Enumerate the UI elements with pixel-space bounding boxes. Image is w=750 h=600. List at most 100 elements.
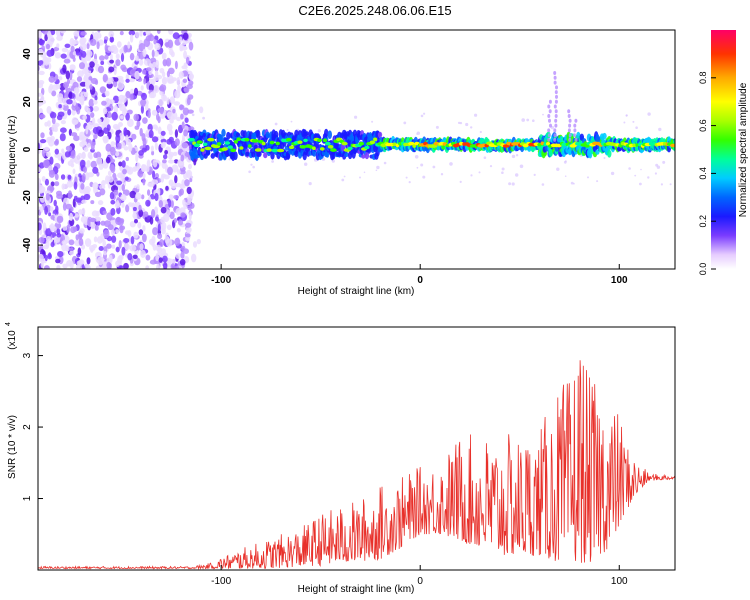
- spike-mark: [568, 137, 572, 142]
- noise-mark: [142, 173, 146, 179]
- noise-mark: [90, 200, 95, 205]
- noise-mark: [186, 186, 192, 195]
- noise-mark: [150, 91, 157, 99]
- noise-mark: [128, 30, 136, 36]
- noise-mark: [63, 58, 71, 64]
- noise-mark: [118, 184, 123, 191]
- speck-mark: [449, 162, 453, 166]
- noise-mark: [91, 117, 96, 126]
- spectrogram-x-axis-label: Height of straight line (km): [298, 286, 415, 297]
- noise-mark: [106, 261, 111, 269]
- noise-mark: [40, 261, 44, 268]
- signal-mark: [285, 137, 292, 142]
- noise-mark: [56, 215, 64, 224]
- noise-mark: [113, 104, 118, 114]
- noise-mark: [58, 104, 62, 109]
- noise-mark: [119, 30, 124, 36]
- noise-mark: [44, 190, 51, 195]
- noise-mark: [51, 124, 57, 132]
- noise-mark: [70, 45, 75, 53]
- noise-mark: [90, 247, 94, 253]
- signal-mark: [408, 141, 415, 146]
- noise-mark: [67, 109, 72, 116]
- noise-mark: [115, 229, 120, 234]
- noise-mark: [124, 176, 129, 181]
- spike-mark: [568, 118, 572, 123]
- noise-mark: [56, 43, 60, 48]
- spike-mark: [554, 118, 558, 123]
- signal-mark: [261, 141, 266, 146]
- speck-mark: [564, 175, 567, 177]
- noise-mark: [79, 37, 87, 44]
- noise-mark: [189, 73, 194, 81]
- noise-mark: [175, 253, 182, 259]
- noise-mark: [151, 179, 159, 185]
- noise-mark: [114, 125, 121, 131]
- band-mark: [344, 152, 349, 157]
- noise-mark: [140, 249, 146, 258]
- noise-mark: [132, 206, 137, 212]
- noise-mark: [49, 130, 53, 136]
- noise-mark: [143, 58, 151, 66]
- snr-panel: -100 0 100 1 2 3 Height of straight line (km…: [5, 322, 676, 595]
- noise-mark: [58, 76, 63, 81]
- spectrogram-marks: [38, 30, 675, 269]
- noise-mark: [83, 147, 89, 152]
- speck-mark: [639, 182, 642, 186]
- noise-mark: [105, 135, 109, 143]
- noise-mark: [172, 32, 180, 40]
- noise-mark: [155, 216, 159, 222]
- band-mark: [233, 151, 238, 161]
- noise-mark: [87, 50, 93, 58]
- noise-mark: [135, 31, 140, 38]
- speck-mark: [658, 127, 662, 132]
- noise-mark: [53, 199, 57, 207]
- noise-mark: [105, 80, 113, 85]
- noise-mark: [108, 99, 115, 104]
- noise-mark: [116, 41, 122, 48]
- spike-mark: [553, 137, 557, 142]
- noise-mark: [56, 35, 63, 41]
- noise-mark: [75, 197, 83, 203]
- noise-mark: [109, 59, 114, 64]
- noise-mark: [44, 254, 48, 262]
- noise-mark: [171, 164, 179, 173]
- speck-mark: [511, 182, 515, 186]
- noise-mark: [154, 141, 158, 151]
- noise-mark: [144, 103, 149, 111]
- speck-mark: [489, 165, 493, 168]
- noise-mark: [120, 53, 125, 62]
- speck-mark: [459, 121, 463, 125]
- spectrogram-y-axis-label: Frequency (Hz): [7, 116, 18, 185]
- speck-mark: [354, 115, 358, 119]
- spike-mark: [547, 137, 551, 142]
- noise-mark: [71, 132, 78, 137]
- noise-mark: [125, 90, 131, 99]
- noise-mark: [140, 105, 144, 114]
- signal-mark: [266, 148, 273, 152]
- noise-mark: [126, 166, 134, 175]
- signal-mark: [275, 141, 280, 146]
- speck-mark: [556, 167, 560, 171]
- noise-mark: [167, 39, 174, 49]
- noise-mark: [145, 199, 151, 207]
- noise-mark: [105, 175, 110, 185]
- noise-mark: [92, 127, 99, 134]
- noise-mark: [162, 159, 167, 164]
- snr-multiplier-exponent: 4: [5, 322, 12, 326]
- noise-mark: [40, 132, 45, 139]
- noise-mark: [129, 221, 136, 228]
- noise-mark: [69, 71, 73, 81]
- noise-mark: [110, 146, 116, 156]
- snr-y-ticks: 1 2 3: [22, 352, 43, 501]
- band-mark: [548, 148, 553, 157]
- noise-mark: [109, 36, 115, 43]
- noise-mark: [89, 84, 93, 90]
- noise-mark: [140, 85, 144, 91]
- noise-mark: [152, 85, 160, 94]
- signal-mark: [233, 140, 238, 144]
- colorbar-tick-label: 0.2: [698, 215, 708, 228]
- noise-mark: [165, 42, 169, 48]
- speck-mark: [647, 176, 650, 179]
